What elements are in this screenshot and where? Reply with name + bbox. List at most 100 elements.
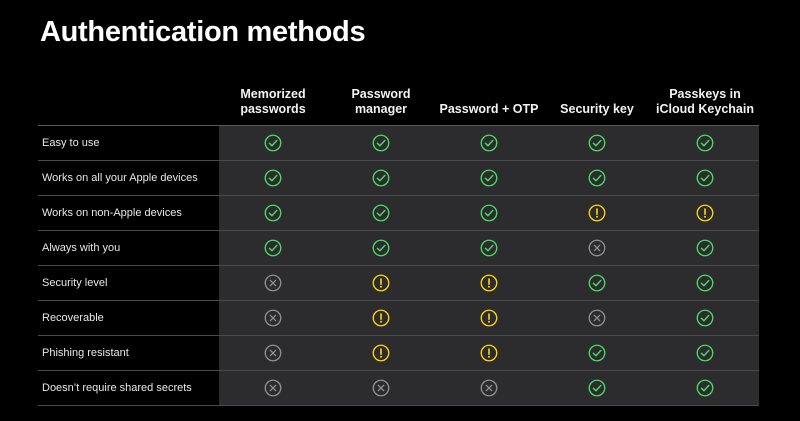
table-body: Easy to use Works on all your Apple devic… (38, 126, 759, 406)
checkmark-circle-icon (696, 379, 714, 397)
checkmark-circle-icon (372, 239, 390, 257)
exclamation-circle-icon (696, 204, 714, 222)
table-cell (219, 204, 327, 222)
row-cells (219, 231, 759, 265)
checkmark-circle-icon (264, 204, 282, 222)
table-cell (435, 344, 543, 362)
table-cell (327, 379, 435, 397)
checkmark-circle-icon (696, 309, 714, 327)
table-cell (651, 239, 759, 257)
table-cell (651, 344, 759, 362)
table-cell (435, 379, 543, 397)
checkmark-circle-icon (588, 169, 606, 187)
x-circle-icon (264, 379, 282, 397)
table-header: Memorized passwords Password manager Pas… (38, 82, 759, 126)
table-cell (435, 274, 543, 292)
table-cell (651, 379, 759, 397)
checkmark-circle-icon (696, 344, 714, 362)
row-label: Works on non-Apple devices (42, 207, 182, 219)
checkmark-circle-icon (696, 169, 714, 187)
table-cell (327, 169, 435, 187)
table-row: Doesn’t require shared secrets (38, 371, 759, 406)
column-header-line: Password manager (351, 87, 411, 116)
row-cells (219, 371, 759, 405)
table-cell (543, 274, 651, 292)
table-row: Works on all your Apple devices (38, 161, 759, 196)
table-cell (651, 309, 759, 327)
table-cell (219, 134, 327, 152)
column-header-security-key: Security key (543, 102, 651, 117)
table-row: Recoverable (38, 301, 759, 336)
row-cells (219, 126, 759, 160)
table-cell (327, 134, 435, 152)
table-row: Works on non-Apple devices (38, 196, 759, 231)
row-label: Recoverable (42, 312, 104, 324)
checkmark-circle-icon (480, 134, 498, 152)
row-label: Always with you (42, 242, 121, 254)
exclamation-circle-icon (372, 344, 390, 362)
table-row: Always with you (38, 231, 759, 266)
row-label: Security level (42, 277, 108, 289)
checkmark-circle-icon (696, 134, 714, 152)
row-cells (219, 196, 759, 230)
table-cell (327, 344, 435, 362)
checkmark-circle-icon (696, 274, 714, 292)
x-circle-icon (372, 379, 390, 397)
table-cell (543, 379, 651, 397)
table-cell (543, 344, 651, 362)
table-row: Easy to use (38, 126, 759, 161)
column-header-passkeys: Passkeys in iCloud Keychain (651, 87, 759, 117)
table-cell (327, 274, 435, 292)
exclamation-circle-icon (480, 274, 498, 292)
table-cell (651, 134, 759, 152)
table-cell (435, 204, 543, 222)
column-header-line: iCloud Keychain (656, 102, 754, 116)
row-label: Easy to use (42, 137, 100, 149)
checkmark-circle-icon (372, 169, 390, 187)
table-cell (435, 169, 543, 187)
table-cell (435, 134, 543, 152)
table-cell (219, 239, 327, 257)
checkmark-circle-icon (264, 239, 282, 257)
x-circle-icon (588, 309, 606, 327)
exclamation-circle-icon (372, 309, 390, 327)
table-cell (651, 274, 759, 292)
row-cells (219, 266, 759, 300)
checkmark-circle-icon (480, 204, 498, 222)
table-row: Phishing resistant (38, 336, 759, 371)
exclamation-circle-icon (480, 309, 498, 327)
table-cell (435, 309, 543, 327)
table-cell (543, 169, 651, 187)
exclamation-circle-icon (588, 204, 606, 222)
table-cell (327, 309, 435, 327)
row-label: Phishing resistant (42, 347, 129, 359)
table-cell (543, 309, 651, 327)
table-cell (543, 204, 651, 222)
table-cell (219, 344, 327, 362)
column-header-memorized-passwords: Memorized passwords (219, 87, 327, 117)
table-cell (219, 274, 327, 292)
column-header-line: passwords (240, 102, 306, 116)
table-cell (651, 169, 759, 187)
column-header-password-otp: Password + OTP (435, 102, 543, 117)
column-header-line: Security key (560, 102, 634, 116)
row-label: Works on all your Apple devices (42, 172, 198, 184)
table-cell (651, 204, 759, 222)
checkmark-circle-icon (264, 169, 282, 187)
page-title: Authentication methods (40, 16, 366, 48)
table-cell (543, 134, 651, 152)
table-cell (543, 239, 651, 257)
column-header-line: Passkeys in (669, 87, 741, 101)
checkmark-circle-icon (588, 344, 606, 362)
checkmark-circle-icon (372, 204, 390, 222)
x-circle-icon (480, 379, 498, 397)
x-circle-icon (264, 309, 282, 327)
table-cell (219, 309, 327, 327)
checkmark-circle-icon (264, 134, 282, 152)
checkmark-circle-icon (588, 274, 606, 292)
table-cell (219, 169, 327, 187)
checkmark-circle-icon (588, 134, 606, 152)
checkmark-circle-icon (588, 379, 606, 397)
row-cells (219, 301, 759, 335)
row-cells (219, 161, 759, 195)
